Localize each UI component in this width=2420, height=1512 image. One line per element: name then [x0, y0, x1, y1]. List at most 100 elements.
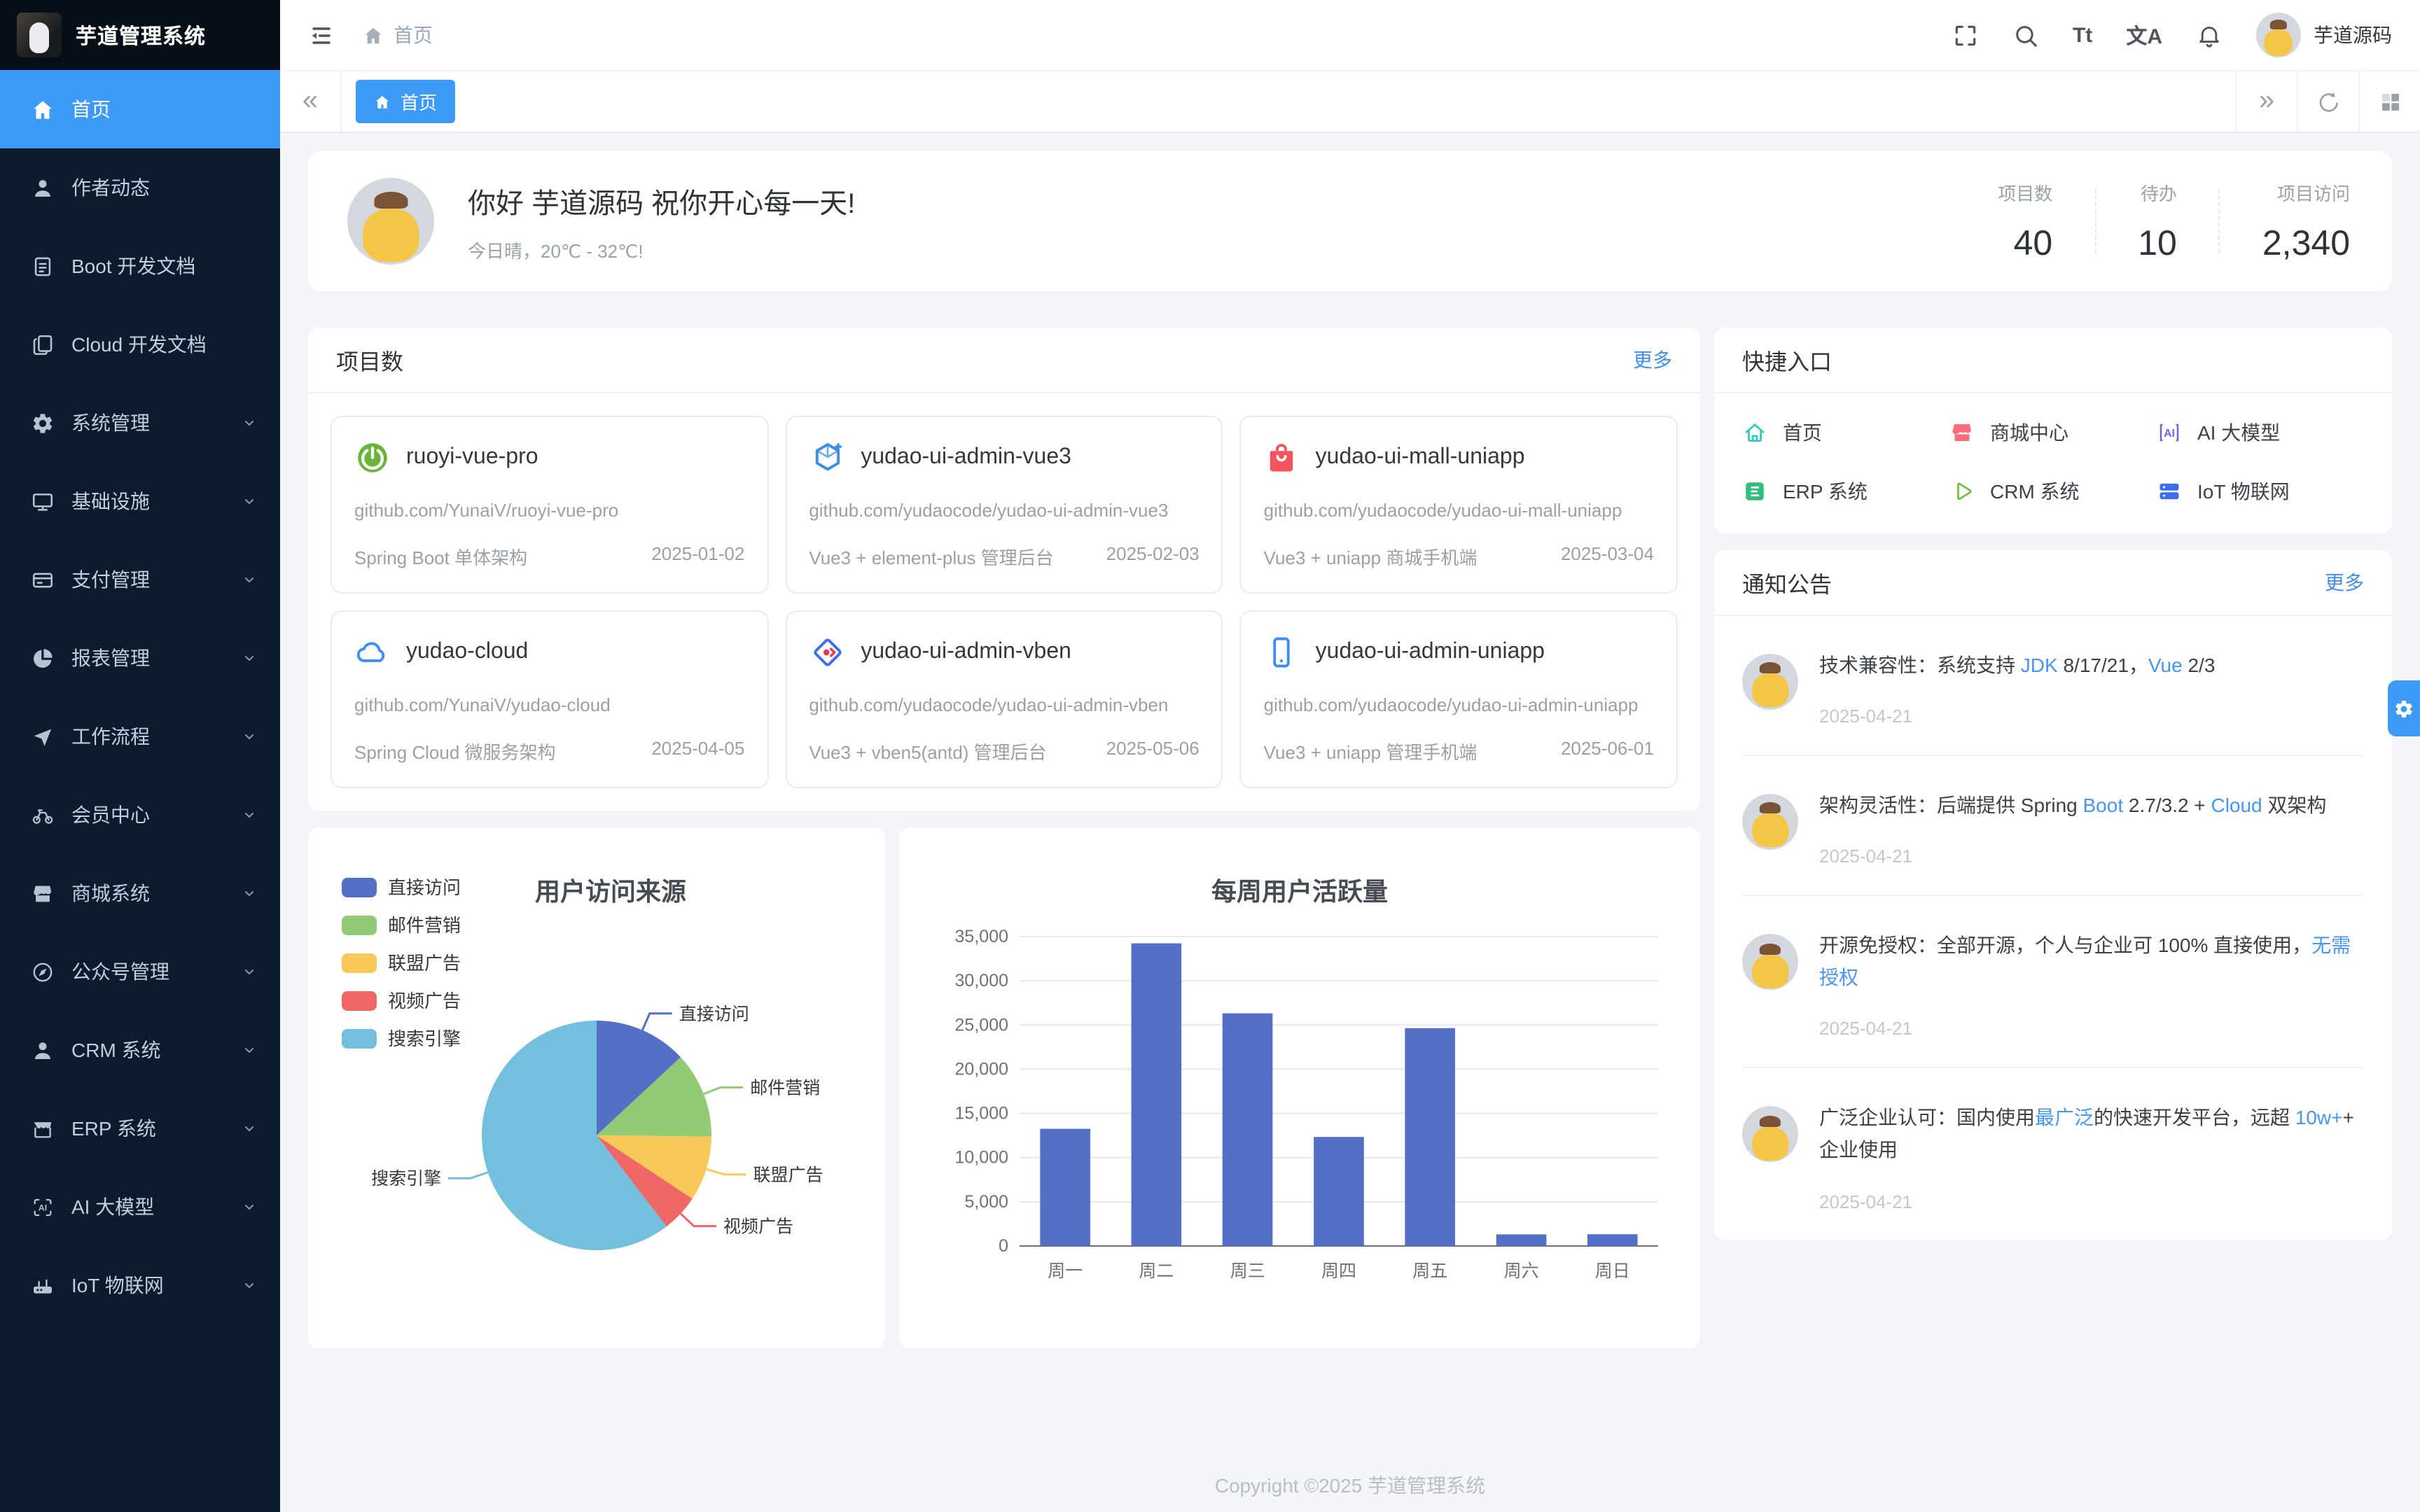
menu-label: 公众号管理: [71, 960, 169, 983]
sidebar-item-author[interactable]: 作者动态: [0, 148, 280, 227]
sidebar-item-system[interactable]: 系统管理: [0, 384, 280, 462]
app-logo[interactable]: 芋道管理系统: [0, 0, 280, 70]
sidebar-item-boot-doc[interactable]: Boot 开发文档: [0, 227, 280, 305]
user-menu[interactable]: 芋道源码: [2256, 13, 2392, 57]
project-name: yudao-ui-mall-uniapp: [1315, 445, 1525, 469]
quick-link-home[interactable]: 首页: [1742, 419, 1949, 447]
menu-icon: [31, 646, 55, 670]
quick-link-label: CRM 系统: [1990, 480, 2080, 503]
project-url: github.com/yudaocode/yudao-ui-mall-uniap…: [1263, 500, 1622, 521]
page-content: 你好 芋道源码 祝你开心每一天! 今日晴，20℃ - 32℃! 项目数 40 待…: [280, 134, 2420, 1512]
menu-icon: [31, 1195, 55, 1219]
welcome-weather: 今日晴，20℃ - 32℃!: [468, 240, 644, 261]
sidebar-item-home[interactable]: 首页: [0, 70, 280, 148]
project-card-yudao-cloud[interactable]: yudao-cloud github.com/YunaiV/yudao-clou…: [331, 610, 769, 789]
breadcrumb-home-icon: [363, 24, 384, 46]
sidebar-item-mp[interactable]: 公众号管理: [0, 932, 280, 1011]
tab-layout-button[interactable]: [2358, 71, 2420, 132]
svg-text:搜索引擎: 搜索引擎: [371, 1170, 441, 1189]
welcome-stats: 项目数 40 待办 10 项目访问 2,340: [1956, 178, 2353, 264]
collapse-sidebar-icon[interactable]: [308, 22, 335, 48]
svg-text:周一: 周一: [1048, 1262, 1083, 1282]
sidebar-item-cloud-doc[interactable]: Cloud 开发文档: [0, 305, 280, 384]
menu-icon: [31, 489, 55, 513]
tabs-bar: « 首页 »: [280, 70, 2420, 133]
search-icon[interactable]: [2012, 22, 2039, 48]
project-card-yudao-ui-admin-uniapp[interactable]: yudao-ui-admin-uniapp github.com/yudaoco…: [1239, 610, 1678, 789]
notice-item[interactable]: 架构灵活性：后端提供 Spring Boot 2.7/3.2 + Cloud 双…: [1742, 756, 2364, 897]
quick-link-mall-center[interactable]: 商城中心: [1949, 419, 2157, 447]
projects-panel-title: 项目数: [336, 351, 404, 375]
sidebar-item-mall[interactable]: 商城系统: [0, 854, 280, 932]
project-description: Spring Cloud 微服务架构: [354, 742, 556, 764]
visit-source-pie-chart: 用户访问来源直接访问邮件营销联盟广告视频广告搜索引擎直接访问邮件营销联盟广告视频…: [342, 878, 823, 1251]
menu-label: 报表管理: [71, 647, 150, 669]
menu-label: Boot 开发文档: [71, 255, 196, 277]
menu-label: 系统管理: [71, 412, 150, 434]
sidebar-menu: 首页 作者动态 Boot 开发文档 Cloud 开发文档 系统管理 基础设施 支…: [0, 70, 280, 1324]
menu-label: 支付管理: [71, 568, 150, 591]
settings-button[interactable]: [2388, 680, 2420, 736]
sidebar-item-crm[interactable]: CRM 系统: [0, 1011, 280, 1089]
sidebar-item-erp[interactable]: ERP 系统: [0, 1089, 280, 1168]
project-name: yudao-ui-admin-uniapp: [1315, 640, 1545, 664]
notice-list: 技术兼容性：系统支持 JDK 8/17/21，Vue 2/3 2025-04-2…: [1714, 616, 2392, 1240]
svg-text:30,000: 30,000: [955, 972, 1008, 991]
tabs-scroll-right-button[interactable]: »: [2235, 71, 2297, 132]
quick-link-ai-model[interactable]: AI 大模型: [2157, 419, 2364, 447]
notice-text: 开源免授权：全部开源，个人与企业可 100% 直接使用，无需授权: [1819, 934, 2351, 989]
project-url: github.com/YunaiV/yudao-cloud: [354, 694, 611, 716]
svg-text:联盟广告: 联盟广告: [753, 1166, 823, 1185]
notice-item[interactable]: 开源免授权：全部开源，个人与企业可 100% 直接使用，无需授权 2025-04…: [1742, 896, 2364, 1069]
notice-avatar: [1742, 654, 1798, 710]
sidebar-item-workflow[interactable]: 工作流程: [0, 697, 280, 776]
tab-refresh-button[interactable]: [2297, 71, 2358, 132]
notification-bell-icon[interactable]: [2196, 22, 2223, 48]
project-url: github.com/YunaiV/ruoyi-vue-pro: [354, 500, 619, 521]
breadcrumb[interactable]: 首页: [363, 21, 433, 49]
project-icon: [809, 634, 845, 671]
menu-icon: [31, 1038, 55, 1062]
stat-value: 40: [2013, 223, 2053, 262]
sidebar-item-ai[interactable]: AI 大模型: [0, 1168, 280, 1246]
svg-text:直接访问: 直接访问: [679, 1004, 749, 1024]
quick-link-crm[interactable]: CRM 系统: [1949, 477, 2157, 505]
notices-panel: 通知公告 更多 技术兼容性：系统支持 JDK 8/17/21，Vue 2/3 2…: [1714, 550, 2392, 1240]
svg-text:周日: 周日: [1595, 1262, 1630, 1282]
language-icon[interactable]: 文A: [2126, 24, 2162, 48]
font-size-icon[interactable]: Tt: [2072, 23, 2093, 47]
sidebar-item-infra[interactable]: 基础设施: [0, 462, 280, 540]
projects-more-link[interactable]: 更多: [1633, 349, 1672, 371]
sidebar: 芋道管理系统 首页 作者动态 Boot 开发文档 Cloud 开发文档 系统管理…: [0, 0, 280, 1512]
quick-link-iot[interactable]: IoT 物联网: [2157, 477, 2364, 505]
menu-label: 商城系统: [71, 882, 150, 904]
quick-link-label: IoT 物联网: [2197, 480, 2290, 503]
sidebar-item-iot[interactable]: IoT 物联网: [0, 1246, 280, 1324]
quick-link-erp[interactable]: ERP 系统: [1742, 477, 1949, 505]
menu-icon: [31, 724, 55, 748]
project-card-ruoyi-vue-pro[interactable]: ruoyi-vue-pro github.com/YunaiV/ruoyi-vu…: [331, 416, 769, 594]
project-icon: [1264, 440, 1300, 476]
quick-link-icon: [1949, 479, 1975, 504]
menu-label: AI 大模型: [71, 1196, 155, 1218]
sidebar-item-member[interactable]: 会员中心: [0, 776, 280, 854]
sidebar-item-pay[interactable]: 支付管理: [0, 540, 280, 619]
project-card-yudao-ui-mall-uniapp[interactable]: yudao-ui-mall-uniapp github.com/yudaocod…: [1239, 416, 1678, 594]
project-card-yudao-ui-admin-vben[interactable]: yudao-ui-admin-vben github.com/yudaocode…: [785, 610, 1223, 789]
notices-more-link[interactable]: 更多: [2325, 571, 2364, 594]
notice-date: 2025-04-21: [1819, 706, 1912, 727]
svg-text:邮件营销: 邮件营销: [750, 1079, 820, 1098]
fullscreen-icon[interactable]: [1952, 22, 1979, 48]
notice-item[interactable]: 广泛企业认可：国内使用最广泛的快速开发平台，远超 10w++ 企业使用 2025…: [1742, 1069, 2364, 1240]
tab-home[interactable]: 首页: [356, 80, 456, 123]
notice-text: 技术兼容性：系统支持 JDK 8/17/21，Vue 2/3: [1819, 654, 2216, 676]
bar-chart-panel: 每周用户活跃量 0 5,000 10,000 15,000 20,000 25,000 30,…: [899, 827, 1700, 1349]
tabs-scroll-left-button[interactable]: «: [280, 71, 342, 132]
notice-item[interactable]: 技术兼容性：系统支持 JDK 8/17/21，Vue 2/3 2025-04-2…: [1742, 616, 2364, 757]
project-url: github.com/yudaocode/yudao-ui-admin-unia…: [1263, 694, 1639, 716]
sidebar-item-report[interactable]: 报表管理: [0, 619, 280, 697]
menu-label: ERP 系统: [71, 1117, 156, 1140]
project-card-yudao-ui-admin-vue3[interactable]: yudao-ui-admin-vue3 github.com/yudaocode…: [785, 416, 1223, 594]
welcome-stat: 待办 10: [2096, 178, 2219, 264]
quick-entry-panel: 快捷入口 首页 商城中心 AI 大模型 ERP 系统 CRM 系统 IoT 物联…: [1714, 328, 2392, 533]
